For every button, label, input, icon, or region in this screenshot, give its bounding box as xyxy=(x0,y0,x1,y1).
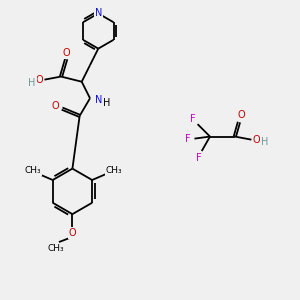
Text: H: H xyxy=(103,98,110,108)
Text: N: N xyxy=(94,95,102,105)
Text: O: O xyxy=(62,48,70,58)
Text: F: F xyxy=(185,134,191,144)
Text: O: O xyxy=(69,228,76,238)
Text: F: F xyxy=(196,153,201,163)
Text: O: O xyxy=(51,100,59,110)
Text: O: O xyxy=(35,75,43,85)
Text: CH₃: CH₃ xyxy=(47,244,64,253)
Text: CH₃: CH₃ xyxy=(106,166,122,175)
Text: H: H xyxy=(28,78,36,88)
Text: CH₃: CH₃ xyxy=(25,166,41,175)
Text: O: O xyxy=(253,135,260,145)
Text: H: H xyxy=(261,137,268,147)
Text: N: N xyxy=(94,8,102,18)
Text: O: O xyxy=(237,110,245,120)
Text: F: F xyxy=(190,114,195,124)
